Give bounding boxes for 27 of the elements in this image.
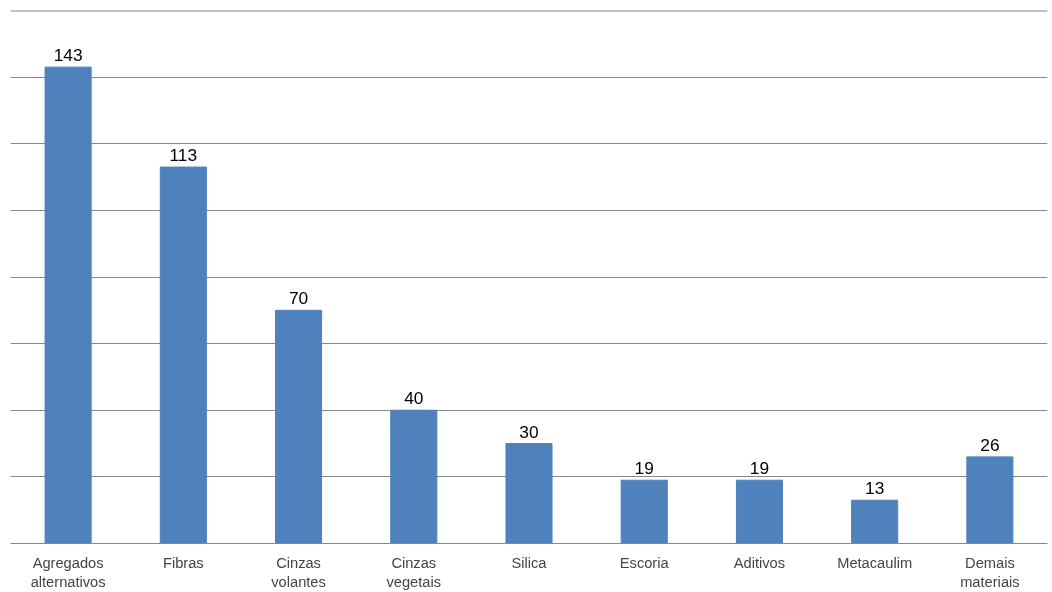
data-label: 113 bbox=[169, 145, 198, 166]
x-tick-label: Silica bbox=[511, 554, 548, 571]
x-tick-label: Aditivos bbox=[733, 554, 786, 571]
bar bbox=[966, 456, 1014, 544]
bar bbox=[390, 409, 438, 544]
bar bbox=[620, 479, 668, 544]
data-label: 26 bbox=[980, 434, 1000, 455]
bar bbox=[735, 479, 783, 544]
x-tick-label: Agregados alternativos bbox=[30, 554, 106, 590]
bar bbox=[851, 499, 899, 544]
x-tick-label: Cinzas vegetais bbox=[386, 554, 442, 590]
x-tick-label: Demais materiais bbox=[960, 554, 1020, 590]
data-label: 40 bbox=[404, 388, 424, 409]
data-label: 30 bbox=[519, 421, 539, 442]
data-label: 13 bbox=[865, 478, 885, 499]
data-label: 19 bbox=[749, 458, 770, 479]
bar bbox=[275, 309, 323, 544]
x-tick-label: Cinzas volantes bbox=[271, 554, 326, 590]
bar bbox=[44, 66, 92, 544]
data-label: 70 bbox=[288, 288, 309, 309]
x-tick-label: Metacaulim bbox=[837, 554, 913, 571]
data-label: 19 bbox=[634, 458, 654, 479]
bar bbox=[159, 166, 207, 544]
bar bbox=[505, 443, 553, 544]
x-tick-label: Fibras bbox=[162, 554, 204, 571]
x-tick-label: Escoria bbox=[619, 554, 670, 571]
data-label: 143 bbox=[53, 45, 83, 66]
